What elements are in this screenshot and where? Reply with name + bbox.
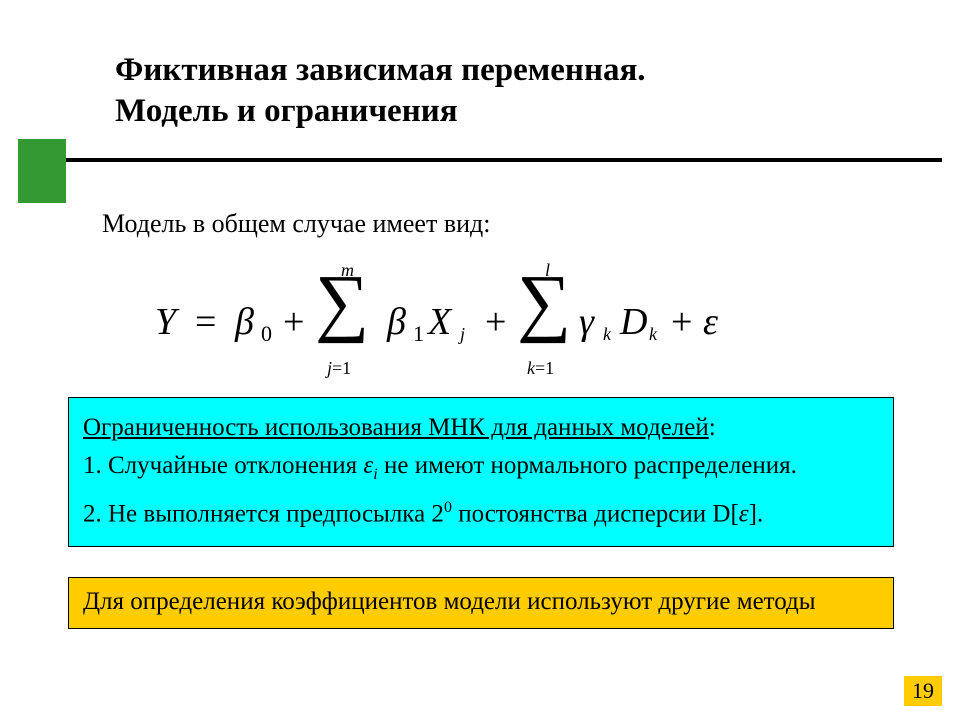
formula-sum2-1: 1	[545, 358, 554, 378]
formula-Xj: j	[460, 324, 465, 345]
formula-sigma-2: ∑	[517, 264, 571, 340]
title-line-1: Фиктивная зависимая переменная.	[115, 52, 646, 88]
title-underline	[18, 158, 942, 162]
slide-title: Фиктивная зависимая переменная. Модель и…	[115, 50, 935, 133]
formula-beta1-sub: 1	[413, 321, 424, 347]
formula-beta0-sub: 0	[261, 321, 272, 347]
title-line-2: Модель и ограничения	[115, 93, 458, 129]
limitation-2c: ].	[749, 500, 764, 527]
formula-Y: Y	[155, 300, 176, 344]
green-accent-block	[18, 139, 66, 203]
note-box: Для определения коэффициентов модели исп…	[68, 577, 894, 629]
model-formula: Y = β 0 + m ∑ j=1 β 1 X j + l ∑ k=1 γ k …	[155, 258, 855, 378]
limitations-heading: Ограниченность использования МНК для дан…	[83, 414, 709, 441]
formula-beta1: β	[387, 300, 406, 344]
formula-D: D	[620, 300, 647, 344]
limitation-2-sup: 0	[444, 499, 452, 516]
limitation-1a: 1. Случайные отклонения	[83, 452, 363, 479]
formula-plus-3: +	[671, 300, 692, 344]
formula-eq: =	[195, 300, 216, 344]
formula-sigma-1: ∑	[315, 264, 369, 340]
limitation-1-eps: ε	[363, 452, 373, 479]
formula-gamma-k: k	[603, 324, 611, 345]
page-number: 19	[904, 676, 942, 706]
formula-plus-2: +	[485, 300, 506, 344]
formula-sum2-k: k	[527, 358, 535, 378]
formula-sum1-1: 1	[342, 358, 351, 378]
formula-beta0: β	[235, 300, 254, 344]
limitations-colon: :	[709, 414, 716, 441]
formula-D-k: k	[649, 324, 657, 345]
formula-eps: ε	[703, 300, 718, 344]
intro-text: Модель в общем случае имеет вид:	[102, 209, 490, 239]
limitation-2-eps: ε	[739, 500, 749, 527]
limitation-2a: 2. Не выполняется предпосылка 2	[83, 500, 444, 527]
formula-gamma: γ	[579, 300, 594, 344]
note-text: Для определения коэффициентов модели исп…	[83, 588, 816, 615]
limitation-2b: постоянства дисперсии D[	[452, 500, 739, 527]
limitation-1b: не имеют нормального распределения.	[378, 452, 797, 479]
limitations-box: Ограниченность использования МНК для дан…	[68, 397, 894, 547]
formula-plus-1: +	[283, 300, 304, 344]
formula-X: X	[428, 300, 451, 344]
formula-sum2-eq: =	[535, 358, 545, 378]
formula-sum1-eq: =	[332, 358, 342, 378]
